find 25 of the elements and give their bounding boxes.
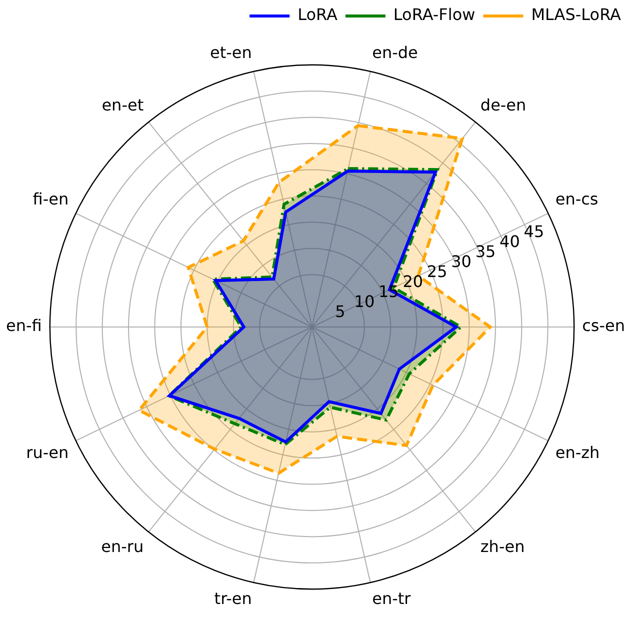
y-tick-label: 5 <box>335 302 346 322</box>
y-tick-label: 45 <box>524 222 544 241</box>
spoke-label: tr-en <box>214 589 252 608</box>
spoke-label: en-fi <box>6 316 42 336</box>
spoke-label: en-cs <box>555 189 598 208</box>
y-tick-label: 20 <box>402 272 424 292</box>
spoke-label: cs-en <box>582 316 625 336</box>
spoke-label: fi-en <box>32 189 69 208</box>
spoke-label: zh-en <box>480 536 525 556</box>
legend-label: LoRA-Flow <box>393 5 476 24</box>
y-tick-label: 25 <box>426 262 448 282</box>
spoke-label: en-ru <box>101 536 144 556</box>
legend-label: LoRA <box>298 5 338 24</box>
spoke-label: en-tr <box>372 589 412 608</box>
y-tick-label: 30 <box>451 252 472 271</box>
y-tick-label: 40 <box>500 232 520 251</box>
y-tick-label: 35 <box>475 242 496 261</box>
spoke-label: et-en <box>210 43 252 62</box>
spoke-label: en-et <box>102 95 144 114</box>
spoke-label: en-zh <box>555 442 600 462</box>
spoke-label: ru-en <box>26 442 69 462</box>
y-tick-label: 10 <box>354 292 375 312</box>
legend-label: MLAS-LoRA <box>531 5 622 24</box>
spoke-label: en-de <box>372 43 418 62</box>
spoke-label: de-en <box>480 95 526 114</box>
